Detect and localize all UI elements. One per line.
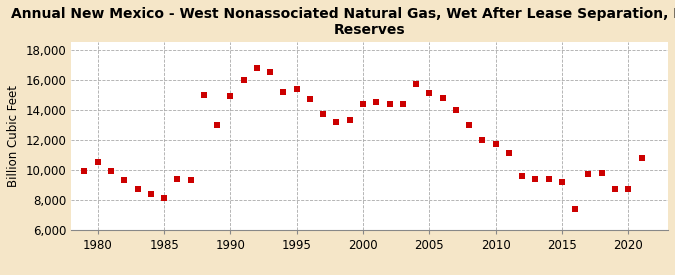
Point [225, 94, 236, 98]
Point [398, 102, 408, 106]
Point [464, 123, 475, 127]
Title: Annual New Mexico - West Nonassociated Natural Gas, Wet After Lease Separation, : Annual New Mexico - West Nonassociated N… [11, 7, 675, 37]
Point [530, 177, 541, 181]
Point [450, 108, 461, 112]
Point [252, 66, 263, 70]
Y-axis label: Billion Cubic Feet: Billion Cubic Feet [7, 85, 20, 187]
Point [424, 91, 435, 95]
Point [490, 142, 501, 146]
Point [477, 138, 488, 142]
Point [583, 172, 594, 176]
Point [410, 82, 421, 87]
Point [172, 177, 183, 181]
Point [265, 70, 275, 75]
Point [292, 87, 302, 91]
Point [384, 102, 395, 106]
Point [437, 96, 448, 100]
Point [79, 169, 90, 173]
Point [318, 112, 329, 117]
Point [596, 170, 607, 175]
Point [119, 178, 130, 182]
Point [543, 177, 554, 181]
Point [570, 206, 580, 211]
Point [145, 191, 156, 196]
Point [278, 90, 289, 94]
Point [185, 178, 196, 182]
Point [304, 97, 315, 101]
Point [238, 78, 249, 82]
Point [557, 180, 568, 184]
Point [198, 93, 209, 97]
Point [358, 102, 369, 106]
Point [105, 169, 116, 173]
Point [92, 160, 103, 164]
Point [371, 100, 381, 104]
Point [504, 151, 514, 155]
Point [212, 123, 223, 127]
Point [159, 196, 169, 200]
Point [623, 187, 634, 191]
Point [344, 118, 355, 122]
Point [636, 155, 647, 160]
Point [132, 187, 143, 191]
Point [517, 174, 528, 178]
Point [610, 187, 620, 191]
Point [331, 120, 342, 124]
